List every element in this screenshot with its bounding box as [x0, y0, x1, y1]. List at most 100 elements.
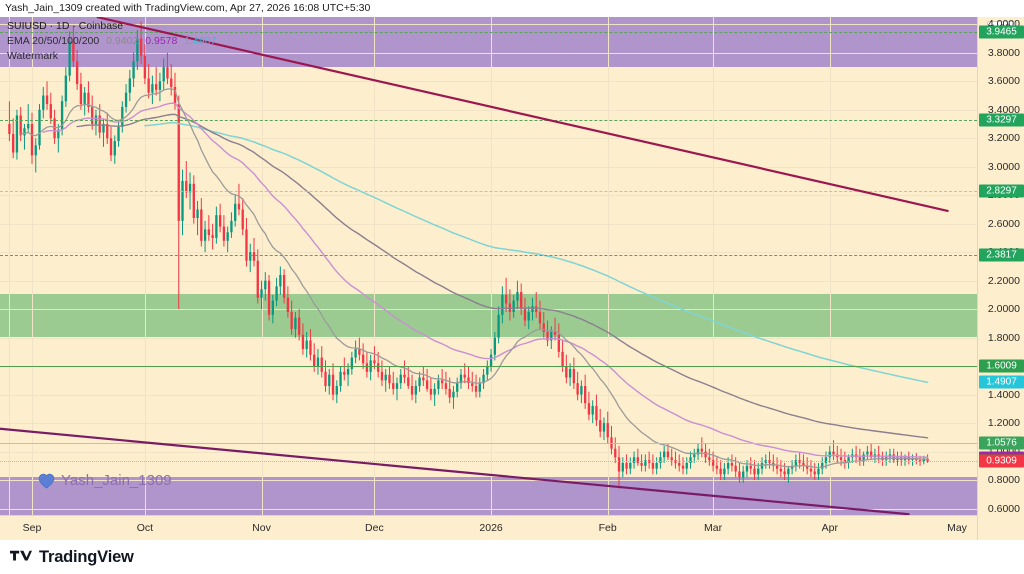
candlestick: [531, 297, 534, 321]
candlestick: [230, 212, 233, 238]
candlestick: [663, 445, 666, 463]
candlestick: [64, 67, 68, 107]
candlestick: [346, 363, 350, 387]
candlestick: [452, 386, 455, 409]
candlestick: [550, 326, 553, 350]
zone-upper-resistance: [0, 17, 977, 67]
candlestick: [301, 323, 305, 355]
candlestick: [629, 457, 632, 475]
candlestick: [42, 86, 45, 119]
user-watermark: Yash_Jain_1309: [38, 472, 172, 489]
candlestick: [858, 448, 862, 466]
time-axis[interactable]: Sep Oct Nov Dec 2026 Feb Mar Apr May: [0, 515, 977, 540]
candlestick: [234, 195, 237, 227]
candlestick: [226, 226, 229, 253]
candlestick: [719, 460, 722, 481]
price-badge-ema200[interactable]: 1.4907: [979, 375, 1024, 389]
candlestick: [651, 454, 655, 475]
gridline-vertical: [374, 17, 376, 515]
candlestick: [399, 368, 402, 389]
candlestick: [617, 445, 621, 489]
candlestick: [403, 360, 406, 384]
candlestick: [644, 454, 647, 472]
gridline-vertical: [9, 17, 11, 515]
candlestick: [241, 198, 244, 236]
price-tick-label: 1.2000: [987, 417, 1020, 430]
price-badge-level[interactable]: 1.0576: [979, 436, 1024, 450]
candlestick: [215, 206, 218, 244]
candlestick: [121, 101, 124, 133]
candlestick: [482, 368, 485, 389]
candlestick: [166, 52, 169, 85]
price-badge-level[interactable]: 3.9465: [979, 25, 1024, 39]
price-tick-label: 3.0000: [987, 160, 1020, 173]
price-level-line: [0, 119, 977, 121]
candlestick: [60, 95, 64, 136]
gridline-horizontal: [0, 166, 977, 168]
candlestick: [730, 454, 734, 472]
candlestick: [659, 451, 662, 469]
candlestick: [113, 135, 116, 164]
candlestick: [553, 317, 557, 341]
candlestick: [749, 457, 752, 475]
gridline-horizontal: [0, 223, 977, 225]
candlestick: [136, 30, 139, 70]
candlestick: [335, 380, 338, 404]
gridline-vertical: [607, 17, 609, 515]
symbol-info[interactable]: SUIUSD · 1D · Coinbase: [7, 20, 124, 32]
candlestick: [30, 112, 34, 164]
candlestick: [23, 124, 26, 150]
candlestick: [177, 95, 180, 310]
candlestick: [91, 95, 94, 130]
footer-brand: TradingView: [0, 540, 1024, 574]
tradingview-logo-icon: [10, 550, 32, 561]
candlestick: [614, 437, 617, 463]
price-axis[interactable]: USD 4.00003.80003.60003.40003.20003.0000…: [977, 17, 1024, 540]
price-badge-level[interactable]: 2.3817: [979, 248, 1024, 262]
gridline-vertical: [491, 17, 493, 515]
candlestick: [15, 109, 19, 160]
ema-50-line: [42, 102, 929, 458]
candlestick: [869, 443, 873, 461]
candlestick: [606, 411, 609, 444]
candlestick: [576, 371, 579, 401]
time-tick-label: May: [947, 522, 967, 534]
gridline-horizontal: [0, 195, 977, 197]
price-badge-level[interactable]: 3.3297: [979, 113, 1024, 127]
candlestick: [68, 31, 71, 82]
candlestick: [151, 75, 154, 105]
indicator-legend[interactable]: EMA 20/50/100/200 0.9402 0.9578 1.4907: [7, 34, 220, 48]
price-badge-level[interactable]: 2.8297: [979, 184, 1024, 198]
candlestick: [87, 81, 90, 113]
candlestick: [196, 200, 199, 236]
gridline-vertical: [713, 17, 715, 515]
gridline-horizontal: [0, 109, 977, 111]
candlestick: [12, 118, 15, 159]
candlestick: [817, 462, 820, 481]
candlestick: [373, 346, 376, 369]
price-tick-label: 0.6000: [987, 502, 1020, 515]
candlestick: [625, 454, 628, 475]
price-badge-level[interactable]: 1.6009: [979, 359, 1024, 373]
candlestick: [45, 81, 49, 110]
price-tick-label: 0.8000: [987, 474, 1020, 486]
candlestick: [256, 249, 259, 304]
price-tick-label: 3.6000: [987, 75, 1020, 88]
candlestick: [602, 417, 606, 441]
candlestick: [380, 360, 384, 387]
candlestick: [328, 368, 331, 395]
candlestick: [738, 462, 741, 483]
chart-pane[interactable]: SUIUSD · 1D · Coinbase EMA 20/50/100/200…: [0, 17, 977, 515]
candlestick: [79, 72, 83, 110]
candlestick: [681, 457, 685, 475]
ema200-value: 1.4907: [184, 35, 217, 47]
price-badge-last-price[interactable]: 0.9309: [979, 454, 1024, 468]
candlestick: [392, 371, 395, 395]
candlestick: [354, 340, 357, 364]
gridline-horizontal: [0, 480, 977, 481]
candlestick: [685, 457, 688, 475]
trendlines-layer: [0, 17, 949, 515]
candlestick: [587, 391, 591, 421]
candlestick: [19, 106, 22, 142]
